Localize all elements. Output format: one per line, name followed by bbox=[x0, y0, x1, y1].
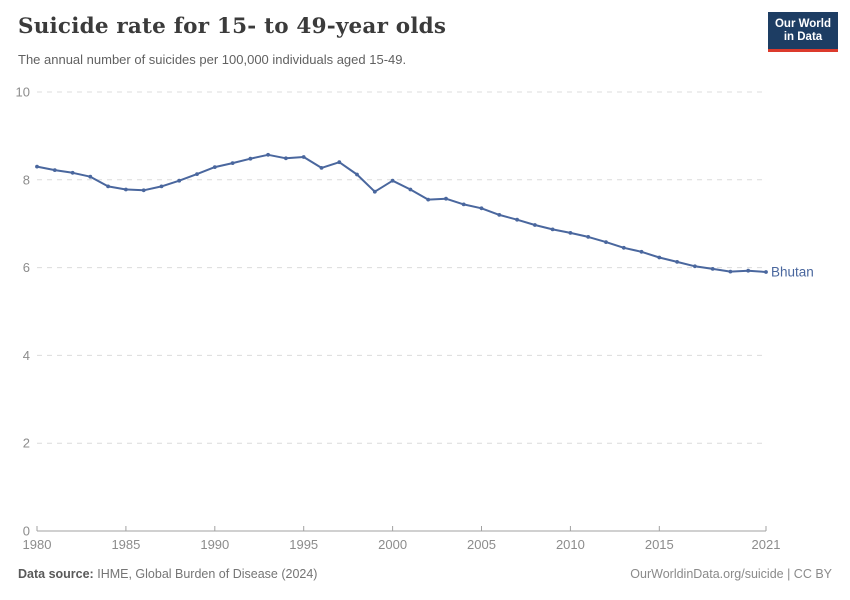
series-label-bhutan[interactable]: Bhutan bbox=[771, 264, 814, 279]
y-axis-tick-label-8: 8 bbox=[23, 172, 30, 187]
data-point-1982[interactable] bbox=[70, 170, 75, 175]
data-point-1998[interactable] bbox=[355, 172, 359, 177]
data-point-2008[interactable] bbox=[533, 223, 537, 227]
data-point-1984[interactable] bbox=[106, 184, 110, 189]
y-axis-tick-label-2: 2 bbox=[23, 436, 30, 451]
x-axis-tick-label-1995: 1995 bbox=[289, 537, 318, 552]
data-point-1988[interactable] bbox=[177, 178, 182, 183]
x-axis-tick-label-2021: 2021 bbox=[752, 537, 781, 552]
owid-logo-line1: Our World bbox=[774, 17, 831, 30]
data-point-2007[interactable] bbox=[515, 217, 519, 222]
data-source-value: IHME, Global Burden of Disease (2024) bbox=[97, 567, 318, 581]
data-point-2000[interactable] bbox=[390, 178, 395, 183]
data-point-2001[interactable] bbox=[408, 187, 413, 192]
owid-logo-line2: in Data bbox=[783, 30, 823, 43]
x-axis-tick-label-1990: 1990 bbox=[200, 537, 229, 552]
footer-credit-link[interactable]: OurWorldinData.org/suicide | CC BY bbox=[630, 567, 832, 581]
x-axis-tick-label-2010: 2010 bbox=[556, 537, 585, 552]
page-title: Suicide rate for 15- to 49-year olds bbox=[18, 14, 447, 39]
data-point-1991[interactable] bbox=[230, 161, 235, 166]
data-point-2015[interactable] bbox=[657, 255, 662, 260]
data-point-2006[interactable] bbox=[497, 213, 502, 217]
y-axis-tick-label-0: 0 bbox=[23, 524, 30, 539]
data-point-2013[interactable] bbox=[621, 245, 626, 250]
data-line-bhutan[interactable] bbox=[36, 153, 767, 273]
data-point-1994[interactable] bbox=[284, 156, 288, 161]
data-point-1985[interactable] bbox=[124, 187, 128, 192]
x-axis-tick-label-1985: 1985 bbox=[111, 537, 140, 552]
data-point-1981[interactable] bbox=[52, 168, 57, 173]
data-point-1986[interactable] bbox=[141, 188, 146, 193]
data-point-1987[interactable] bbox=[159, 184, 164, 189]
data-point-2009[interactable] bbox=[550, 227, 555, 232]
data-point-1997[interactable] bbox=[337, 160, 342, 165]
data-point-1996[interactable] bbox=[319, 166, 324, 170]
data-point-2016[interactable] bbox=[675, 260, 679, 264]
data-point-2002[interactable] bbox=[426, 197, 431, 202]
data-source: Data source: IHME, Global Burden of Dise… bbox=[18, 567, 317, 581]
data-point-1995[interactable] bbox=[301, 155, 306, 159]
data-point-1983[interactable] bbox=[88, 174, 93, 179]
data-point-2012[interactable] bbox=[604, 240, 608, 245]
data-point-1989[interactable] bbox=[195, 172, 199, 177]
data-point-2003[interactable] bbox=[444, 196, 448, 201]
data-point-2014[interactable] bbox=[639, 249, 644, 254]
data-point-2005[interactable] bbox=[479, 206, 484, 211]
data-point-1993[interactable] bbox=[266, 152, 270, 157]
data-point-2018[interactable] bbox=[710, 267, 715, 271]
x-axis-tick-label-1980: 1980 bbox=[23, 537, 52, 552]
y-axis-tick-label-6: 6 bbox=[23, 260, 30, 275]
data-point-1980[interactable] bbox=[35, 164, 39, 169]
x-axis-tick-label-2015: 2015 bbox=[645, 537, 674, 552]
data-source-label: Data source: bbox=[18, 567, 94, 581]
owid-logo[interactable]: Our World in Data bbox=[768, 12, 838, 52]
data-point-2021[interactable] bbox=[764, 270, 768, 274]
data-point-2019[interactable] bbox=[728, 269, 733, 274]
x-axis-tick-label-2005: 2005 bbox=[467, 537, 496, 552]
y-axis-tick-label-10: 10 bbox=[16, 85, 30, 100]
y-axis-tick-label-4: 4 bbox=[23, 348, 30, 363]
data-point-2017[interactable] bbox=[693, 264, 697, 269]
data-point-1992[interactable] bbox=[248, 156, 253, 161]
data-point-2004[interactable] bbox=[461, 202, 466, 207]
chart-subtitle: The annual number of suicides per 100,00… bbox=[18, 52, 407, 67]
data-point-2020[interactable] bbox=[746, 268, 751, 273]
data-point-2010[interactable] bbox=[568, 231, 573, 235]
data-point-2011[interactable] bbox=[586, 235, 591, 239]
data-point-1999[interactable] bbox=[372, 189, 377, 194]
chart-footer: Data source: IHME, Global Burden of Dise… bbox=[18, 567, 832, 581]
x-axis-tick-label-2000: 2000 bbox=[378, 537, 407, 552]
data-point-1990[interactable] bbox=[212, 165, 217, 170]
